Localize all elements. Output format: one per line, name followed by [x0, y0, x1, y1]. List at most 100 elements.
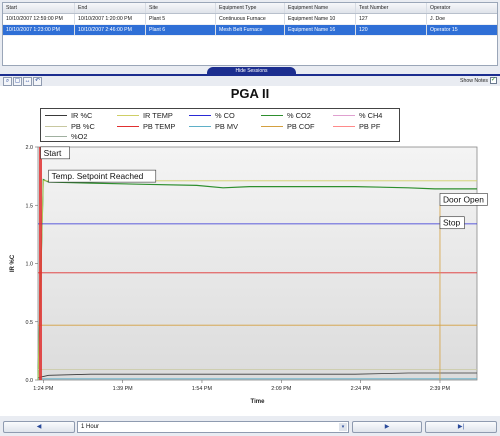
legend-label: %O2 — [71, 132, 88, 141]
legend-label: IR TEMP — [143, 111, 173, 120]
table-row-selected[interactable]: 10/10/2007 1:23:00 PM 10/10/2007 2:46:00… — [3, 25, 497, 36]
annotation-box — [439, 216, 465, 230]
legend-label: % CO2 — [287, 111, 311, 120]
annotation-label: Door Open — [443, 194, 484, 204]
line-chart[interactable]: 0.0 0.5 1.0 1.5 2.0 1:24 PM 1:39 PM 1:54 PM 2:09… — [0, 86, 500, 416]
section-divider — [0, 74, 500, 76]
time-range-select[interactable]: 1 Hour ▾ — [77, 421, 349, 433]
legend-item[interactable]: PB %C — [45, 122, 95, 131]
annotation-box — [48, 169, 157, 183]
legend-label: PB PF — [359, 121, 381, 131]
legend-swatch — [189, 115, 211, 116]
annotation-box — [439, 193, 488, 206]
column-header-operator[interactable]: Operator — [430, 5, 451, 11]
legend-swatch — [117, 115, 139, 116]
show-notes-toggle[interactable]: Show Notes ✓ — [460, 77, 497, 84]
x-tick-label: 1:39 PM — [113, 386, 134, 392]
bottom-navigation-bar: ◀ 1 Hour ▾ ▶ ▶| — [0, 419, 500, 436]
chart-annotation[interactable]: Stop — [439, 216, 465, 230]
table-cell: Mesh Belt Furnace — [216, 25, 285, 35]
previous-button[interactable]: ◀ — [3, 421, 75, 433]
table-cell: Plant 5 — [146, 14, 216, 24]
legend-swatch — [45, 115, 67, 116]
legend-label: PB COF — [287, 121, 315, 131]
annotation-label: Stop — [443, 218, 461, 228]
x-tick-label: 2:24 PM — [351, 386, 372, 392]
x-tick-label: 1:24 PM — [33, 386, 54, 392]
legend-label: PB MV — [215, 121, 238, 131]
column-header-site[interactable]: Site — [146, 3, 216, 13]
sessions-header: Start End Site Equipment Type Equipment … — [3, 3, 497, 14]
legend-item[interactable]: PB COF — [261, 122, 315, 131]
x-tick-label: 2:09 PM — [271, 386, 292, 392]
plot-area — [37, 146, 478, 381]
chart-toolbar: ⌕ ▢ ↔ ↶ — [3, 77, 42, 86]
legend-item[interactable]: IR %C — [45, 111, 92, 120]
legend-item[interactable]: PB MV — [189, 122, 238, 131]
time-range-value: 1 Hour — [81, 424, 100, 430]
column-header-end[interactable]: End — [75, 3, 146, 13]
chart-annotation[interactable]: Start — [40, 146, 70, 160]
chevron-down-icon[interactable]: ▾ — [339, 423, 347, 431]
x-tick-label: 2:39 PM — [430, 386, 451, 392]
x-axis-label: Time — [251, 399, 266, 405]
legend-swatch — [333, 115, 355, 116]
column-header-start[interactable]: Start — [3, 3, 75, 13]
show-notes-label: Show Notes — [460, 77, 488, 84]
legend-item[interactable]: PB PF — [333, 122, 380, 131]
y-tick-label: 2.0 — [26, 145, 34, 151]
legend-item[interactable]: % CO2 — [261, 111, 311, 120]
undo-icon[interactable]: ↶ — [33, 77, 42, 86]
table-cell: 10/10/2007 1:23:00 PM — [3, 25, 75, 35]
pan-icon[interactable]: ↔ — [23, 77, 32, 86]
zoom-icon[interactable]: ⌕ — [3, 77, 12, 86]
legend-swatch — [45, 136, 67, 137]
legend-label: PB TEMP — [143, 121, 176, 131]
legend-item[interactable]: % CH4 — [333, 111, 382, 120]
select-icon[interactable]: ▢ — [13, 77, 22, 86]
legend-item[interactable]: PB TEMP — [117, 122, 175, 131]
table-cell: 10/10/2007 1:20:00 PM — [75, 14, 146, 24]
legend-item[interactable]: %O2 — [45, 132, 87, 141]
legend-swatch — [117, 125, 139, 127]
series-line — [37, 180, 477, 381]
y-tick-label: 1.5 — [26, 203, 34, 209]
y-axis-label: IR %C — [10, 254, 16, 272]
legend-swatch — [333, 125, 355, 127]
show-notes-checkbox[interactable]: ✓ — [490, 77, 497, 84]
y-tick-label: 0.0 — [26, 378, 34, 384]
chart-annotation[interactable]: Door Open — [439, 193, 488, 206]
table-cell: Equipment Name 10 — [285, 14, 356, 24]
legend-label: % CH4 — [359, 111, 383, 120]
x-tick-label: 1:54 PM — [192, 386, 213, 392]
legend-label: IR %C — [71, 111, 93, 120]
table-cell: Equipment Name 16 — [285, 25, 356, 35]
legend-swatch — [261, 115, 283, 116]
next-button[interactable]: ▶ — [352, 421, 422, 433]
chart-title: PGA II — [230, 86, 270, 101]
table-row[interactable]: 10/10/2007 12:59:00 PM 10/10/2007 1:20:0… — [3, 14, 497, 25]
table-cell: 10/10/2007 2:46:00 PM — [75, 25, 146, 35]
table-cell: Operator 15 — [430, 27, 458, 33]
chart-panel: PGA II IR %C IR TEMP % CO % CO2 % CH4 PB %C PB… — [0, 86, 500, 416]
chart-annotation[interactable]: Temp. Setpoint Reached — [48, 169, 157, 183]
annotation-box — [40, 146, 70, 160]
column-header-equipment-name[interactable]: Equipment Name — [285, 3, 356, 13]
sessions-table: Start End Site Equipment Type Equipment … — [2, 2, 498, 66]
series-line — [37, 372, 477, 379]
table-cell: Continuous Furnace — [216, 14, 285, 24]
table-cell: 127 — [356, 14, 427, 24]
table-cell: 120 — [356, 25, 427, 35]
hide-sessions-button[interactable]: Hide Sessions — [207, 67, 296, 75]
last-button[interactable]: ▶| — [425, 421, 497, 433]
legend-swatch — [45, 125, 67, 127]
chart-legend: IR %C IR TEMP % CO % CO2 % CH4 PB %C PB TEMP PB… — [40, 108, 400, 142]
column-header-test-number[interactable]: Test Number — [356, 3, 427, 13]
legend-item[interactable]: IR TEMP — [117, 111, 173, 120]
legend-item[interactable]: % CO — [189, 111, 235, 120]
legend-swatch — [189, 125, 211, 127]
y-tick-label: 0.5 — [26, 320, 34, 326]
column-header-equipment-type[interactable]: Equipment Type — [216, 3, 285, 13]
legend-label: PB %C — [71, 121, 95, 131]
